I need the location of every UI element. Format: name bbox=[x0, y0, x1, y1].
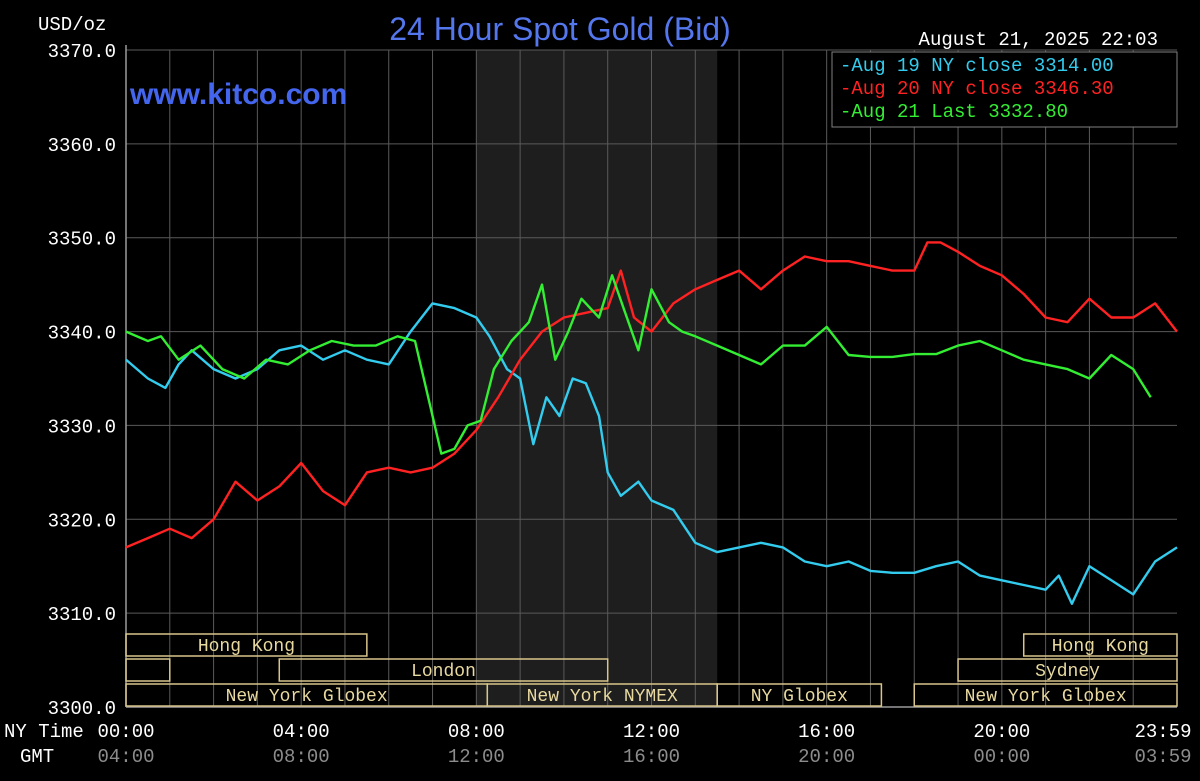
y-axis-unit-label: USD/oz bbox=[38, 14, 106, 36]
chart-grid bbox=[125, 45, 1177, 708]
legend-entry: -Aug 19 NY close 3314.00 bbox=[840, 55, 1114, 77]
session-label: New York NYMEX bbox=[527, 687, 678, 707]
nymex-session-shading bbox=[476, 50, 718, 707]
series-line bbox=[125, 241, 1178, 549]
x-tick-label-ny: 04:00 bbox=[273, 721, 330, 743]
legend-entry: -Aug 21 Last 3332.80 bbox=[840, 101, 1068, 123]
session-box bbox=[957, 658, 1178, 682]
series-line bbox=[125, 302, 1178, 605]
chart-legend: -Aug 19 NY close 3314.00-Aug 20 NY close… bbox=[831, 51, 1178, 128]
x-tick-label-ny: 00:00 bbox=[97, 721, 154, 743]
x-tick-label-ny: 23:59 bbox=[1134, 721, 1191, 743]
session-box bbox=[278, 658, 609, 682]
website-label[interactable]: www.kitco.com bbox=[129, 78, 347, 111]
chart-axes: 3370.0 3360.0 3350.0 3340.0 3330.0 3320.0 3310… bbox=[48, 41, 1192, 768]
x-tick-label-ny: 12:00 bbox=[623, 721, 680, 743]
session-box bbox=[125, 658, 171, 682]
y-tick-label: 3310.0 bbox=[48, 604, 116, 626]
nymex-shaded-region bbox=[476, 50, 718, 707]
gmt-row-label: GMT bbox=[20, 746, 54, 768]
market-sessions: Hong Kong Hong Kong London Sydney New York G… bbox=[125, 633, 1178, 707]
x-tick-label-gmt: 12:00 bbox=[448, 746, 505, 768]
x-tick-label-gmt: 16:00 bbox=[623, 746, 680, 768]
y-tick-label: 3330.0 bbox=[48, 416, 116, 438]
chart-timestamp: August 21, 2025 22:03 bbox=[919, 29, 1158, 51]
y-tick-label: 3320.0 bbox=[48, 510, 116, 532]
x-tick-label-gmt: 08:00 bbox=[273, 746, 330, 768]
session-label: New York Globex bbox=[965, 687, 1127, 707]
ny-time-row-label: NY Time bbox=[4, 721, 84, 743]
y-tick-label: 3370.0 bbox=[48, 41, 116, 63]
y-tick-label: 3360.0 bbox=[48, 135, 116, 157]
y-tick-label: 3340.0 bbox=[48, 323, 116, 345]
x-tick-label-ny: 20:00 bbox=[973, 721, 1030, 743]
session-box bbox=[1022, 633, 1178, 657]
y-tick-label: 3350.0 bbox=[48, 229, 116, 251]
x-tick-label-ny: 16:00 bbox=[798, 721, 855, 743]
session-label: Hong Kong bbox=[198, 637, 295, 657]
x-tick-label-gmt: 04:00 bbox=[97, 746, 154, 768]
series-line bbox=[125, 274, 1152, 455]
x-tick-label-gmt: 20:00 bbox=[798, 746, 855, 768]
session-box bbox=[716, 683, 883, 707]
chart-title: 24 Hour Spot Gold (Bid) bbox=[389, 11, 731, 47]
chart-series bbox=[125, 241, 1178, 605]
session-label: Hong Kong bbox=[1052, 637, 1149, 657]
session-box bbox=[913, 683, 1178, 707]
legend-entry: -Aug 20 NY close 3346.30 bbox=[840, 78, 1114, 100]
session-label: Sydney bbox=[1035, 662, 1100, 682]
x-tick-label-gmt: 03:59 bbox=[1134, 746, 1191, 768]
legend-box bbox=[831, 51, 1178, 128]
x-tick-label-gmt: 00:00 bbox=[973, 746, 1030, 768]
session-label: NY Globex bbox=[751, 687, 848, 707]
session-box bbox=[125, 633, 368, 657]
session-label: London bbox=[411, 662, 476, 682]
session-label: New York Globex bbox=[226, 687, 388, 707]
y-tick-label: 3300.0 bbox=[48, 698, 116, 720]
x-tick-label-ny: 08:00 bbox=[448, 721, 505, 743]
